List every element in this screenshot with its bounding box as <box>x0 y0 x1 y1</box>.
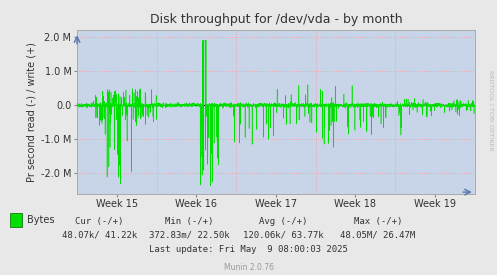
Text: 120.06k/ 63.77k: 120.06k/ 63.77k <box>243 231 324 240</box>
Text: RRDTOOL / TOBI OETIKER: RRDTOOL / TOBI OETIKER <box>488 70 493 150</box>
Text: 48.07k/ 41.22k: 48.07k/ 41.22k <box>62 231 137 240</box>
Title: Disk throughput for /dev/vda - by month: Disk throughput for /dev/vda - by month <box>150 13 402 26</box>
Text: Last update: Fri May  9 08:00:03 2025: Last update: Fri May 9 08:00:03 2025 <box>149 245 348 254</box>
Text: Cur (-/+): Cur (-/+) <box>75 217 124 226</box>
Text: Avg (-/+): Avg (-/+) <box>259 217 308 226</box>
Text: Min (-/+): Min (-/+) <box>165 217 213 226</box>
Text: Bytes: Bytes <box>27 215 55 225</box>
Text: 48.05M/ 26.47M: 48.05M/ 26.47M <box>340 231 415 240</box>
Text: Munin 2.0.76: Munin 2.0.76 <box>224 263 273 271</box>
Text: 372.83m/ 22.50k: 372.83m/ 22.50k <box>149 231 229 240</box>
Y-axis label: Pr second read (-) / write (+): Pr second read (-) / write (+) <box>27 42 37 182</box>
Text: Max (-/+): Max (-/+) <box>353 217 402 226</box>
